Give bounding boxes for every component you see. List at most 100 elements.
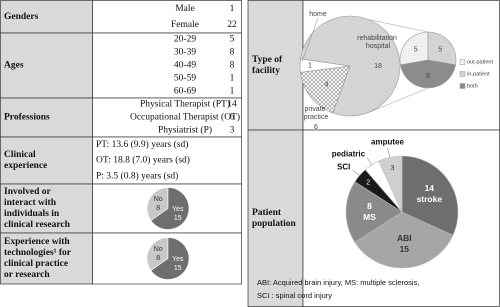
value-cell — [92, 136, 242, 185]
pie-value: 8 — [156, 205, 160, 212]
pie-value: 18 — [374, 63, 382, 70]
pie-slice — [146, 187, 169, 222]
row-label: population — [252, 219, 297, 229]
item-name: Physiatrist (P) — [158, 125, 212, 136]
pie-value: 15 — [174, 215, 182, 222]
row-label: or research — [4, 270, 50, 280]
leader-line — [301, 17, 319, 62]
value-cell — [92, 0, 242, 34]
item-count: 3 — [230, 126, 235, 136]
item-count: 14 — [227, 100, 237, 110]
pie-name: ABI — [397, 233, 412, 243]
item-count: 5 — [230, 35, 235, 45]
item-name: Male — [175, 4, 195, 14]
pie-slice — [354, 211, 454, 269]
pie-value: 8 — [367, 201, 372, 211]
pie-slice — [146, 237, 169, 272]
item-name: 40-49 — [174, 61, 196, 71]
pie-value: 3 — [391, 165, 395, 172]
legend-label: both — [467, 83, 478, 89]
label-cell — [0, 0, 93, 34]
legend-swatch — [459, 71, 466, 77]
pie-slice — [345, 181, 403, 243]
pie-value: 1 — [308, 63, 312, 70]
item-count: 1 — [230, 74, 235, 84]
row-label: individuals in — [4, 209, 60, 219]
pie-value: 15 — [174, 265, 182, 272]
pie-value: 4 — [325, 82, 329, 89]
row-label: Involved or — [4, 187, 51, 197]
row-label: Professions — [4, 113, 50, 123]
pie-name: amputee — [371, 137, 404, 146]
row-label: Ages — [4, 61, 24, 71]
label-cell — [0, 232, 93, 285]
label-cell — [0, 97, 93, 138]
leader-line — [352, 170, 360, 176]
item-count: 1 — [230, 87, 235, 97]
legend-swatch — [459, 59, 466, 65]
row-label: interact with — [4, 198, 57, 208]
legend-label: out-patient — [467, 59, 493, 65]
item-name: 60-69 — [174, 87, 196, 97]
label-cell — [247, 129, 304, 307]
zoom-line — [365, 18, 429, 33]
legend-label: in-patient — [467, 71, 490, 77]
row-label: Genders — [4, 12, 39, 22]
row-label: technologies¹ for — [4, 248, 72, 258]
row-label: clinical research — [4, 220, 71, 230]
pie-value: 15 — [400, 244, 410, 254]
pie-slice — [427, 31, 457, 66]
row-label: Patient — [252, 208, 282, 218]
item-name: 50-59 — [174, 74, 196, 84]
leader-line — [387, 148, 391, 158]
zoom-line — [369, 87, 429, 113]
value-cell — [92, 97, 242, 138]
pie-value: 8 — [426, 73, 430, 80]
pie-slice — [378, 155, 403, 213]
item-name: 20-29 — [174, 35, 196, 45]
pie-name: No — [154, 246, 163, 253]
item-name: 30-39 — [174, 48, 196, 58]
row-label: Type of — [252, 55, 283, 65]
item-count: 1 — [230, 4, 235, 14]
pie-slice — [150, 187, 190, 230]
pie-name: No — [154, 196, 163, 203]
pie-value: 5 — [438, 47, 442, 54]
pie-value: 14 — [425, 183, 435, 193]
value-cell — [92, 32, 242, 99]
experience-line: P: 3.5 (0.8) years (sd) — [96, 170, 178, 181]
row-label: facility — [252, 66, 280, 76]
experience-line: PT: 13.6 (9.9) years (sd) — [96, 139, 188, 150]
item-count: 8 — [230, 61, 235, 71]
pie-name: Yes — [172, 206, 184, 213]
pie-name: private practice — [304, 106, 329, 121]
item-name: Physical Therapist (PT) — [140, 99, 230, 110]
label-cell — [0, 136, 93, 185]
pie-name: Yes — [172, 256, 184, 263]
pie-name: pediatric — [332, 150, 366, 159]
footnote: SCI : spinal cord injury — [257, 291, 332, 300]
pie-slice — [399, 31, 429, 66]
label-cell — [0, 32, 93, 99]
pie-slice — [150, 237, 190, 280]
row-label: Experience with — [4, 237, 70, 247]
pie-total: 6 — [314, 124, 318, 131]
leader-line — [366, 157, 372, 166]
pie-name: home — [309, 11, 327, 18]
item-count: 8 — [230, 48, 235, 58]
item-name: Female — [171, 20, 199, 30]
pie-name: SCI — [337, 162, 350, 171]
pie-slice — [400, 59, 456, 89]
item-count: 6 — [230, 113, 235, 123]
row-label: experience — [4, 161, 47, 171]
row-label: Clinical — [4, 150, 36, 160]
row-label: clinical practice — [4, 259, 68, 269]
pie-name: rehabilitation hospital — [357, 35, 399, 50]
footnote: ABI: Acquired brain injury, MS: multiple… — [257, 278, 419, 287]
experience-line: OT: 18.8 (7.0) years (sd) — [96, 155, 190, 166]
pie-name: stroke — [417, 194, 443, 204]
pie-slice — [401, 155, 459, 236]
pie-slice — [300, 65, 351, 114]
